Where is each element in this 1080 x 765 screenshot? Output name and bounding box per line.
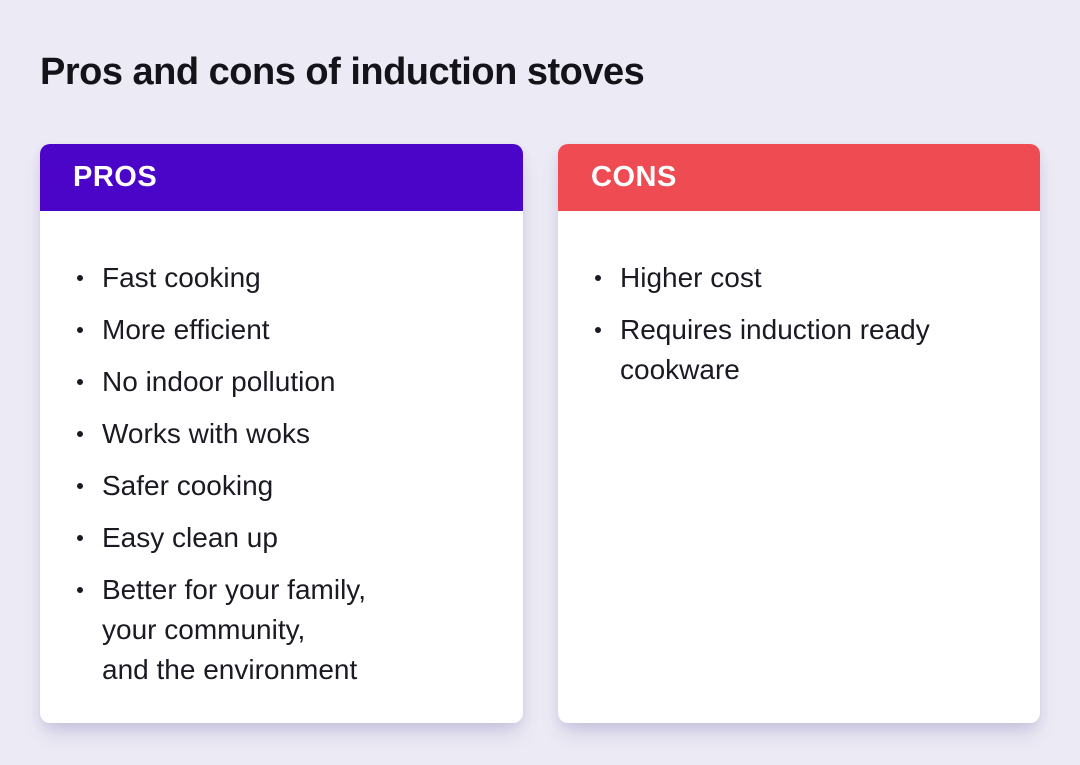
- pros-header-label: PROS: [73, 161, 158, 193]
- list-item: Better for your family, your community, an…: [40, 570, 499, 690]
- list-item: Works with woks: [40, 414, 499, 454]
- list-item: Easy clean up: [40, 518, 499, 558]
- list-item: Fast cooking: [40, 258, 499, 298]
- cons-card-header: CONS: [558, 144, 1040, 211]
- list-item: Requires induction ready cookware: [558, 310, 1016, 390]
- list-item: Safer cooking: [40, 466, 499, 506]
- list-item: Higher cost: [558, 258, 1016, 298]
- pros-card-body: Fast cooking More efficient No indoor poll…: [40, 211, 523, 690]
- cons-list: Higher cost Requires induction ready cookw…: [558, 211, 1040, 390]
- pros-card-header: PROS: [40, 144, 523, 211]
- cons-card: CONS Higher cost Requires induction ready…: [558, 144, 1040, 723]
- page-title: Pros and cons of induction stoves: [40, 51, 645, 93]
- list-item: No indoor pollution: [40, 362, 499, 402]
- pros-card: PROS Fast cooking More efficient No indoor…: [40, 144, 523, 723]
- pros-list: Fast cooking More efficient No indoor poll…: [40, 211, 523, 690]
- cons-card-body: Higher cost Requires induction ready cookw…: [558, 211, 1040, 390]
- cons-header-label: CONS: [591, 161, 677, 193]
- list-item: More efficient: [40, 310, 499, 350]
